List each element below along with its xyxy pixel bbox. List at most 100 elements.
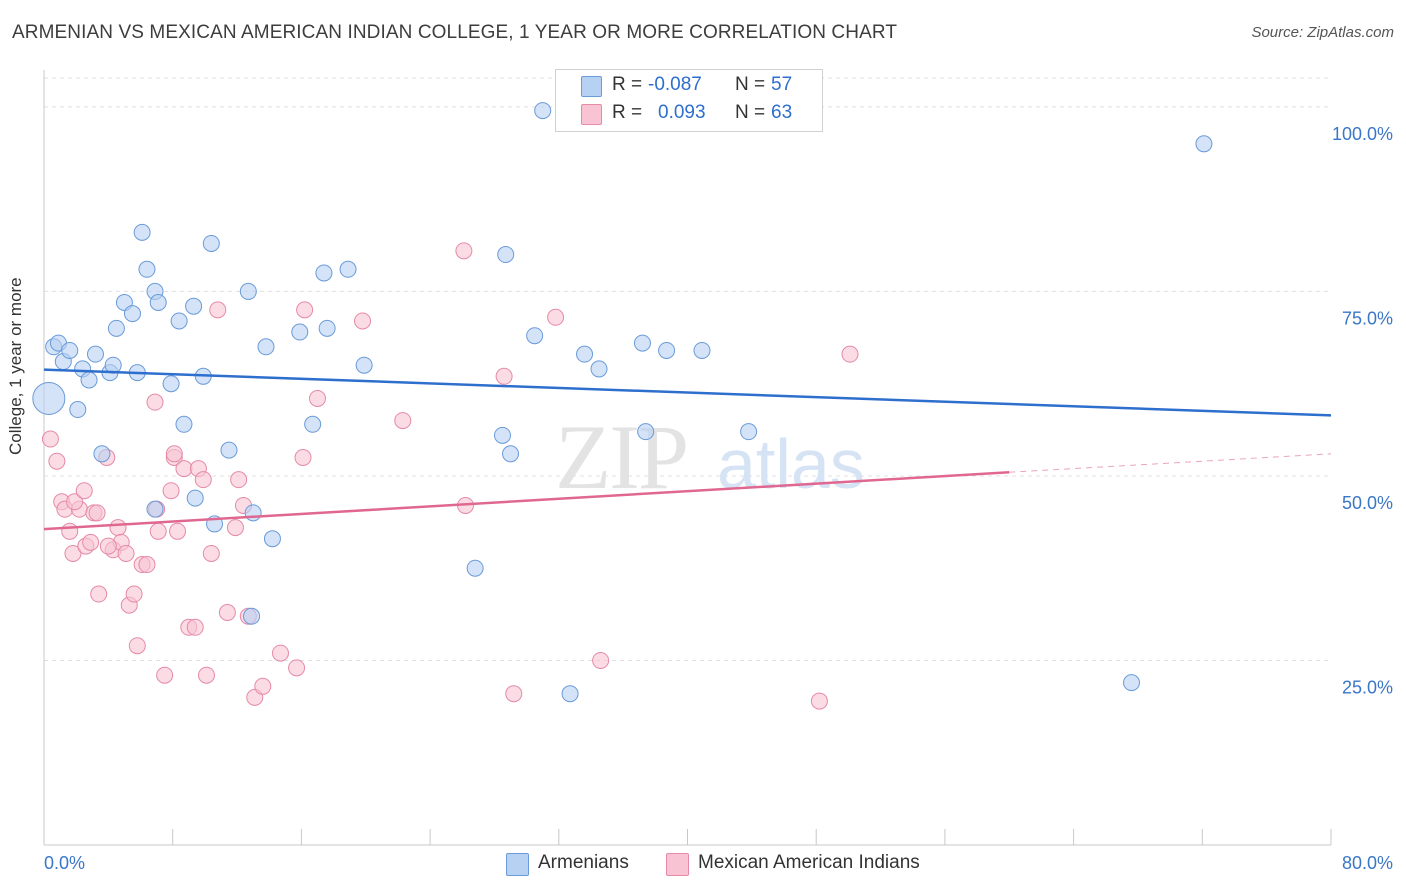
mexican-point bbox=[88, 504, 106, 522]
armenians-point bbox=[239, 282, 257, 300]
mexican-trend-extension bbox=[1009, 453, 1332, 473]
watermark: ZIP atlas bbox=[555, 406, 865, 508]
y-axis-label: College, 1 year or more bbox=[6, 277, 25, 455]
mexican-point bbox=[162, 482, 180, 500]
armenians-point bbox=[339, 260, 357, 278]
mexican-point bbox=[61, 522, 79, 540]
y-tick-label: 100.0% bbox=[1332, 124, 1393, 144]
mexican-point bbox=[109, 519, 127, 537]
n-label: N = bbox=[735, 74, 766, 95]
armenians-point bbox=[61, 341, 79, 359]
armenians-point bbox=[291, 323, 309, 341]
legend-label: Mexican American Indians bbox=[698, 852, 920, 873]
chart-title: ARMENIAN VS MEXICAN AMERICAN INDIAN COLL… bbox=[12, 22, 898, 43]
armenians-point bbox=[318, 319, 336, 337]
armenians-point bbox=[304, 415, 322, 433]
mexican-point bbox=[308, 389, 326, 407]
mexican-point bbox=[169, 522, 187, 540]
r-value: 0.093 bbox=[658, 102, 706, 123]
armenians-point bbox=[502, 445, 520, 463]
r-label: R = bbox=[612, 74, 643, 95]
mexican-point bbox=[138, 556, 156, 574]
mexican-point bbox=[455, 242, 473, 260]
armenians-point bbox=[561, 685, 579, 703]
armenians-point bbox=[466, 559, 484, 577]
armenians-point bbox=[146, 500, 164, 518]
mexican-point bbox=[175, 460, 193, 478]
armenians-point bbox=[576, 345, 594, 363]
mexican-point bbox=[128, 637, 146, 655]
armenians-point bbox=[170, 312, 188, 330]
armenians-point bbox=[315, 264, 333, 282]
mexican-point bbox=[271, 644, 289, 662]
mexican-swatch bbox=[581, 104, 602, 125]
armenians-point bbox=[80, 371, 98, 389]
mexican-point bbox=[394, 412, 412, 430]
armenians-point bbox=[123, 305, 141, 323]
mexican-point bbox=[117, 544, 135, 562]
stats-legend: R = -0.087 N = 57 R = 0.093 N = 63 bbox=[555, 69, 823, 132]
r-value: -0.087 bbox=[648, 74, 702, 95]
watermark-atlas: atlas bbox=[717, 425, 865, 503]
mexican-legend-swatch bbox=[666, 853, 689, 876]
armenians-point bbox=[590, 360, 608, 378]
armenians-point bbox=[740, 423, 758, 441]
mexican-point bbox=[354, 312, 372, 330]
armenians-point bbox=[526, 327, 544, 345]
mexican-point bbox=[226, 519, 244, 537]
mexican-point bbox=[197, 666, 215, 684]
trend-lines bbox=[43, 368, 1332, 531]
mexican-point bbox=[194, 471, 212, 489]
mexican-point bbox=[202, 544, 220, 562]
y-tick-label: 75.0% bbox=[1342, 308, 1393, 328]
armenians-point bbox=[257, 338, 275, 356]
armenians-point bbox=[1123, 674, 1141, 692]
mexican-point bbox=[64, 544, 82, 562]
armenians-point bbox=[263, 530, 281, 548]
mexican-point bbox=[165, 445, 183, 463]
mexican-point bbox=[41, 430, 59, 448]
armenians-point bbox=[693, 341, 711, 359]
mexican-point bbox=[254, 677, 272, 695]
mexican-point bbox=[99, 537, 117, 555]
armenians-point bbox=[243, 607, 261, 625]
armenians-point bbox=[658, 341, 676, 359]
r-label: R = bbox=[612, 102, 643, 123]
mexican-point bbox=[495, 367, 513, 385]
x-tick-label: 0.0% bbox=[44, 853, 85, 873]
mexican-trend-line bbox=[43, 471, 1010, 531]
mexican-point bbox=[186, 618, 204, 636]
armenians-point bbox=[497, 246, 515, 264]
mexican-point bbox=[592, 651, 610, 669]
armenians-point bbox=[633, 334, 651, 352]
source-label: Source: ZipAtlas.com bbox=[1251, 24, 1394, 41]
armenians-point bbox=[637, 423, 655, 441]
armenians-point bbox=[220, 441, 238, 459]
tick-labels: 25.0% 50.0% 75.0% 100.0% 0.0% 80.0% bbox=[44, 124, 1393, 873]
armenians-point bbox=[149, 294, 167, 311]
armenians-point bbox=[162, 375, 180, 393]
y-tick-label: 25.0% bbox=[1342, 677, 1393, 697]
armenians-point bbox=[1195, 135, 1213, 153]
armenians-point bbox=[186, 489, 204, 507]
armenians-legend-swatch bbox=[506, 853, 529, 876]
mexican-point bbox=[230, 471, 248, 489]
mexican-point bbox=[156, 666, 174, 684]
armenians-points bbox=[32, 102, 1213, 703]
watermark-zip: ZIP bbox=[555, 406, 687, 508]
armenians-point bbox=[86, 345, 104, 363]
armenians-point bbox=[107, 319, 125, 337]
grid-lines bbox=[44, 77, 1331, 661]
armenians-point bbox=[202, 234, 220, 252]
mexican-point bbox=[218, 604, 236, 621]
mexican-point bbox=[82, 533, 100, 551]
y-tick-label: 50.0% bbox=[1342, 493, 1393, 513]
mexican-point bbox=[505, 685, 523, 703]
armenians-point bbox=[175, 415, 193, 433]
axes bbox=[43, 70, 1332, 846]
x-tick-label: 80.0% bbox=[1342, 853, 1393, 873]
mexican-point bbox=[75, 482, 93, 500]
mexican-point bbox=[294, 449, 312, 466]
armenians-point bbox=[69, 401, 87, 419]
